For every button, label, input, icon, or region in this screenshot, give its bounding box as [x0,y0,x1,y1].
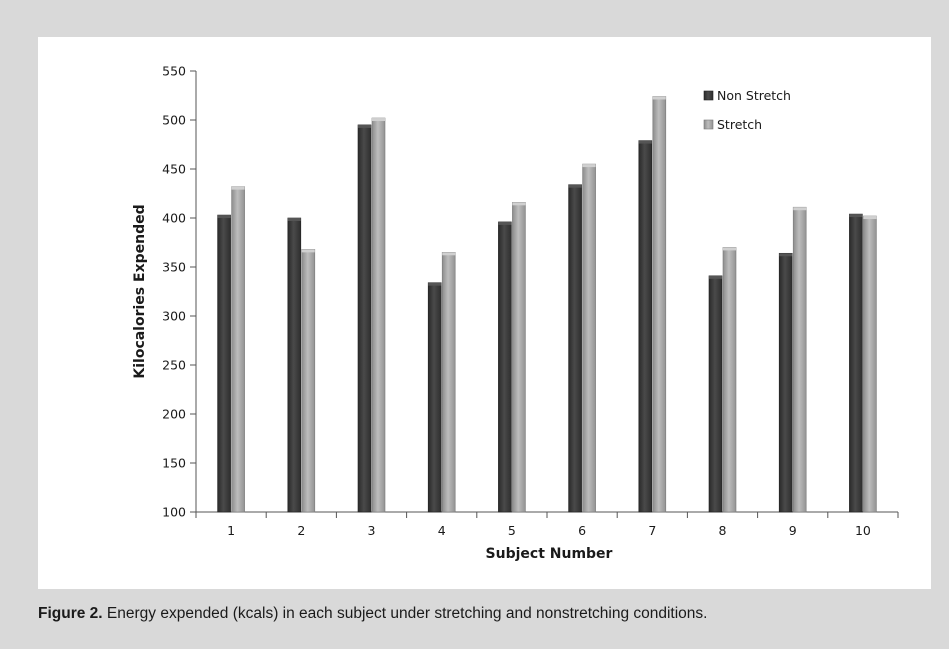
bar-chart: 100 150 200 250 300 350 400 450 500 550 1 2 3 4 5 6 7 8 9… [132,64,899,562]
y-tick-label: 500 [162,113,186,128]
x-tick-label: 8 [719,523,727,538]
bar-non-stretch [498,221,512,513]
legend-swatch [703,90,714,101]
legend-item-non-stretch: Non Stretch [703,88,791,103]
legend-item-stretch: Stretch [703,117,762,132]
x-tick-label: 5 [508,523,516,538]
y-axis: 100 150 200 250 300 350 400 450 500 550 [162,64,197,520]
y-tick-label: 400 [162,211,186,226]
y-tick-label: 150 [162,456,186,471]
x-tick-label: 6 [578,523,586,538]
legend: Non Stretch Stretch [703,88,791,132]
legend-label: Non Stretch [717,88,791,103]
bars [217,96,877,513]
legend-label: Stretch [717,117,762,132]
bar-non-stretch [568,184,582,513]
x-tick-label: 3 [368,523,376,538]
x-tick-label: 9 [789,523,797,538]
caption-label: Figure 2. [38,605,103,622]
y-tick-label: 100 [162,505,186,520]
x-tick-label: 4 [438,523,446,538]
y-tick-label: 550 [162,64,186,79]
bar-stretch [863,215,877,513]
x-tick-label: 7 [648,523,656,538]
bar-stretch [722,247,737,513]
bar-stretch [512,202,526,513]
bar-stretch [441,252,456,513]
bar-non-stretch [708,275,723,513]
y-axis-title: Kilocalories Expended [132,204,148,378]
x-axis: 1 2 3 4 5 6 7 8 9 10 [195,511,899,538]
bar-stretch [301,249,316,513]
x-tick-label: 1 [227,523,235,538]
caption-text: Energy expended (kcals) in each subject … [102,605,708,622]
x-tick-label: 2 [297,523,305,538]
bar-stretch [652,96,667,513]
bar-non-stretch [638,140,653,513]
bar-non-stretch [287,217,302,513]
y-tick-label: 250 [162,358,186,373]
chart-area: 100 150 200 250 300 350 400 450 500 550 1 2 3 4 5 6 7 8 9… [38,37,931,589]
bar-stretch [371,117,386,513]
bar-stretch [231,186,245,513]
legend-swatch [703,119,714,130]
y-tick-label: 450 [162,162,186,177]
bar-non-stretch [217,214,231,513]
x-tick-label: 10 [855,523,871,538]
y-tick-label: 200 [162,407,186,422]
figure-caption: Figure 2. Energy expended (kcals) in eac… [38,604,928,624]
bar-stretch [792,206,807,513]
bar-stretch [582,163,596,513]
x-axis-title: Subject Number [486,546,613,562]
bar-non-stretch [778,252,793,513]
y-tick-label: 350 [162,260,186,275]
bar-non-stretch [357,124,372,513]
bar-non-stretch [849,213,863,513]
y-tick-label: 300 [162,309,186,324]
bar-non-stretch [427,282,442,513]
